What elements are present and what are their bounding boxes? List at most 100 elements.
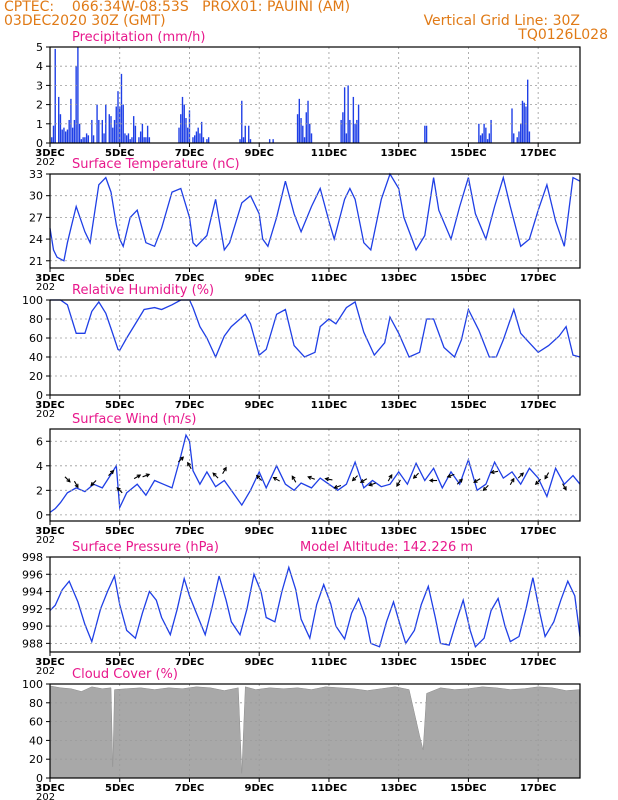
- wind-arrow-head: [368, 482, 373, 487]
- precip-bar: [119, 106, 121, 143]
- wind-arrow-shaft: [473, 478, 481, 483]
- precip-bar: [241, 100, 243, 143]
- precip-bar: [296, 114, 299, 143]
- wind-arrow-head: [324, 477, 329, 482]
- wind-arrow-head: [351, 477, 357, 482]
- precip-bar: [127, 133, 130, 143]
- x-tick-label: 15DEC: [450, 148, 486, 159]
- x-year-label: 202: [36, 792, 55, 800]
- plot-frame: [49, 299, 581, 396]
- wind-arrow-shaft: [544, 472, 550, 479]
- precip-bar: [82, 137, 84, 143]
- precip-bar: [479, 135, 482, 143]
- precip-bar: [525, 106, 527, 143]
- precip-bar: [113, 119, 116, 143]
- wind-arrow: [456, 478, 463, 485]
- precip-bar: [239, 139, 241, 143]
- wind-arrow: [90, 480, 97, 487]
- wind-arrow: [177, 456, 185, 463]
- wind-arrow: [428, 478, 438, 483]
- wind-arrow-shaft: [73, 480, 79, 488]
- x-tick-label: 11DEC: [311, 783, 347, 794]
- y-tick-label: 100: [22, 294, 43, 307]
- panel-5: 0 20 40 60 80 100 3DEC 5DEC 7DEC 9DEC 11DEC 13DEC 15…: [22, 667, 581, 800]
- precip-bar: [486, 139, 489, 143]
- precip-bar: [490, 119, 492, 143]
- x-tick-label: 13DEC: [380, 400, 416, 411]
- x-tick-label: 7DEC: [175, 148, 204, 159]
- precip-bar: [52, 125, 55, 143]
- y-tick-label: 994: [22, 586, 43, 599]
- wind-arrow: [142, 473, 151, 478]
- precip-bar: [145, 137, 147, 143]
- wind-arrow: [446, 473, 455, 478]
- wind-arrow: [116, 487, 123, 494]
- x-tick-label: 5DEC: [105, 657, 134, 668]
- precip-bar: [425, 125, 428, 143]
- wind-arrow: [412, 472, 419, 479]
- precip-bar: [96, 104, 98, 143]
- y-tick-label: 992: [22, 603, 43, 616]
- wind-arrow: [562, 483, 567, 491]
- precip-bar: [117, 91, 119, 143]
- precip-bar: [98, 119, 100, 143]
- x-tick-label: 9DEC: [244, 657, 273, 668]
- cloud-cover-area: [49, 685, 581, 779]
- header-grid-note: Vertical Grid Line: 30Z: [423, 13, 580, 29]
- precip-bar: [302, 125, 304, 143]
- precip-bar: [59, 114, 62, 143]
- wind-arrow-head: [116, 487, 121, 492]
- x-tick-label: 5DEC: [105, 148, 134, 159]
- wind-arrow-shaft: [116, 487, 123, 494]
- panel-2: 0 20 40 60 80 100 3DEC 5DEC 7DEC 9DEC 11DEC 13DEC 15…: [22, 283, 581, 420]
- precip-bar: [68, 119, 70, 143]
- x-tick-label: 5DEC: [105, 273, 134, 284]
- wind-arrow-head: [187, 461, 191, 467]
- y-tick-label: 5: [36, 41, 43, 54]
- x-tick-label: 15DEC: [450, 273, 486, 284]
- precip-bar: [343, 87, 346, 143]
- precip-bar: [242, 137, 245, 143]
- precip-bar: [64, 131, 67, 143]
- wind-arrow-shaft: [142, 473, 150, 478]
- precip-bar: [248, 125, 250, 143]
- x-tick-label: 17DEC: [520, 657, 556, 668]
- y-tick-label: 60: [29, 716, 43, 729]
- precip-bar: [126, 135, 128, 143]
- header-station: CPTEC: 066:34W-08:53S PROX01: PAUINI (AM…: [4, 0, 351, 15]
- y-tick-label: 20: [29, 370, 43, 383]
- x-tick-label: 9DEC: [244, 148, 273, 159]
- precip-bar: [138, 137, 140, 143]
- wind-arrow: [255, 474, 263, 481]
- wind-arrow-head: [255, 474, 261, 480]
- precip-bar: [523, 102, 525, 143]
- precip-bar: [146, 125, 149, 143]
- wind-arrow-head: [412, 474, 418, 479]
- y-tick-label: 3: [36, 79, 43, 92]
- wind-arrow: [333, 484, 342, 489]
- panel-title: Surface Wind (m/s): [72, 412, 196, 427]
- wind-arrow: [544, 472, 550, 480]
- y-tick-label: 60: [29, 332, 43, 345]
- precip-bar: [141, 123, 144, 143]
- precip-bar: [115, 106, 117, 143]
- wind-arrow: [291, 475, 297, 483]
- x-tick-label: 17DEC: [520, 148, 556, 159]
- wind-arrow-head: [489, 469, 495, 475]
- wind-arrow: [272, 476, 280, 482]
- x-tick-label: 11DEC: [311, 657, 347, 668]
- x-tick-label: 15DEC: [450, 400, 486, 411]
- wind-arrow: [359, 478, 368, 483]
- y-tick-label: 40: [29, 734, 43, 747]
- precip-bar: [483, 123, 485, 143]
- wind-arrow: [133, 474, 142, 480]
- precip-bar: [516, 137, 518, 143]
- precip-bar: [134, 125, 137, 143]
- panel-title: Surface Pressure (hPa): [72, 540, 219, 555]
- precip-bar: [349, 119, 351, 143]
- precip-bar: [120, 73, 123, 143]
- wind-arrow-shaft: [222, 467, 227, 475]
- precip-bar: [80, 139, 83, 143]
- precip-bar: [197, 127, 199, 143]
- precip-bar: [148, 137, 151, 143]
